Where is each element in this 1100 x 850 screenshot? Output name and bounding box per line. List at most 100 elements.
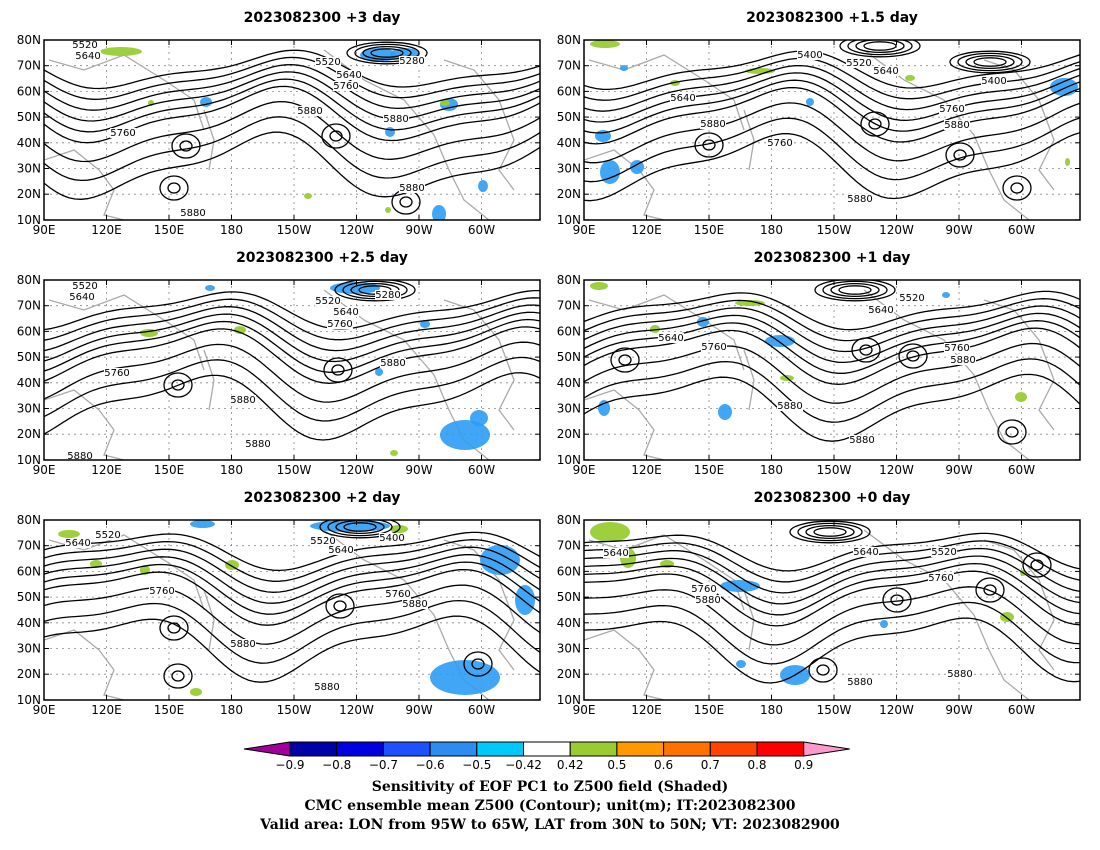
colorbar-tick-label: 0.6 — [654, 758, 673, 772]
z500-contour — [44, 568, 540, 626]
contour-label-bg — [230, 395, 256, 405]
closed-contour — [890, 594, 904, 606]
lon-tick-label: 60W — [1008, 703, 1035, 717]
z500-contour — [44, 546, 540, 593]
z500-contour — [44, 78, 540, 133]
lon-tick-label: 120W — [879, 463, 914, 477]
contour-label-bg — [767, 138, 793, 148]
positive-sensitivity-shade — [650, 325, 660, 333]
contour-label-bg — [72, 40, 98, 50]
lat-tick-label: 70N — [557, 299, 581, 313]
lon-tick-label: 120E — [631, 463, 662, 477]
lon-tick-label: 60W — [468, 463, 495, 477]
contour-label: 5520 — [95, 530, 120, 541]
positive-sensitivity-shade — [735, 300, 765, 306]
closed-contour — [333, 600, 347, 612]
negative-sensitivity-shade — [600, 160, 620, 184]
panel-title: 2023082300 +0 day — [754, 490, 911, 506]
closed-contour — [471, 658, 485, 670]
lat-tick-label: 40N — [17, 616, 41, 630]
closed-contour — [1030, 559, 1044, 571]
contour-label: 5400 — [981, 76, 1006, 87]
lon-tick-label: 120E — [631, 703, 662, 717]
closed-contour — [859, 344, 873, 356]
contour-label: 5640 — [658, 333, 683, 344]
z500-contour — [584, 617, 1080, 684]
contour-label-bg — [315, 57, 341, 67]
contour-label-bg — [846, 58, 872, 68]
contour-label-bg — [899, 293, 925, 303]
closed-contour — [1002, 175, 1032, 201]
map-frame — [583, 519, 1081, 701]
lon-tick-label: 120W — [339, 463, 374, 477]
contour-label: 5520 — [899, 293, 924, 304]
z500-contour — [584, 586, 1080, 646]
colorbar-tick-label: −0.7 — [369, 758, 398, 772]
negative-sensitivity-shade — [432, 205, 446, 220]
lat-tick-label: 60N — [557, 564, 581, 578]
colorbar-tick-label: 0.7 — [701, 758, 720, 772]
contour-label: 5760 — [944, 343, 969, 354]
colorbar-segment — [756, 741, 805, 757]
contour-label-bg — [847, 194, 873, 204]
colorbar-tick-label: −0.42 — [505, 758, 542, 772]
z500-contour — [44, 71, 540, 122]
lon-tick-label: 120W — [879, 703, 914, 717]
negative-sensitivity-shade — [330, 282, 380, 294]
z500-contour — [584, 102, 1080, 164]
z500-contour — [44, 49, 540, 90]
z500-contour — [584, 132, 1080, 202]
contour-label: 5880 — [944, 120, 969, 131]
lon-tick-label: 120W — [339, 703, 374, 717]
coastline — [584, 389, 665, 460]
z500-contour — [44, 531, 540, 572]
lat-tick-label: 60N — [17, 84, 41, 98]
lon-tick-label: 60W — [1008, 463, 1035, 477]
lat-tick-label: 40N — [557, 616, 581, 630]
lat-tick-label: 70N — [17, 59, 41, 73]
lon-tick-label: 150E — [154, 463, 185, 477]
z500-contour — [44, 297, 540, 341]
contour-label: 5640 — [603, 548, 628, 559]
map-panel: 2023082300 +1.5 day540055205640540056405… — [557, 10, 1081, 237]
closed-contour — [463, 651, 493, 677]
colorbar-tick-label: −0.8 — [322, 758, 351, 772]
lat-tick-label: 30N — [17, 402, 41, 416]
positive-sensitivity-shade — [58, 530, 80, 538]
contour-label: 5520 — [315, 57, 340, 68]
z500-contour — [44, 599, 540, 664]
lon-tick-label: 150E — [694, 223, 725, 237]
contour-label-bg — [928, 573, 954, 583]
contour-label-bg — [950, 355, 976, 365]
contour-label-bg — [868, 305, 894, 315]
contour-label-bg — [180, 208, 206, 218]
lon-tick-label: 150E — [694, 703, 725, 717]
positive-sensitivity-shade — [440, 100, 450, 106]
coastline — [44, 629, 125, 700]
contour-label: 5880 — [777, 401, 802, 412]
lat-tick-label: 60N — [557, 84, 581, 98]
contour-label: 5880 — [383, 114, 408, 125]
lon-tick-label: 60W — [468, 703, 495, 717]
contour-label-bg — [777, 401, 803, 411]
lat-tick-label: 10N — [557, 213, 581, 227]
lat-tick-label: 70N — [17, 539, 41, 553]
positive-sensitivity-shade — [590, 40, 620, 48]
negative-sensitivity-shade — [310, 520, 390, 532]
closed-contour — [997, 419, 1027, 445]
lon-tick-label: 90W — [405, 223, 432, 237]
lat-tick-label: 20N — [17, 667, 41, 681]
lat-tick-label: 40N — [557, 136, 581, 150]
colorbar-segment — [523, 741, 571, 757]
negative-sensitivity-shade — [718, 404, 732, 420]
contour-label-bg — [385, 589, 411, 599]
closed-low-contour — [949, 50, 1031, 74]
contour-label-bg — [383, 114, 409, 124]
lon-tick-label: 120E — [631, 223, 662, 237]
